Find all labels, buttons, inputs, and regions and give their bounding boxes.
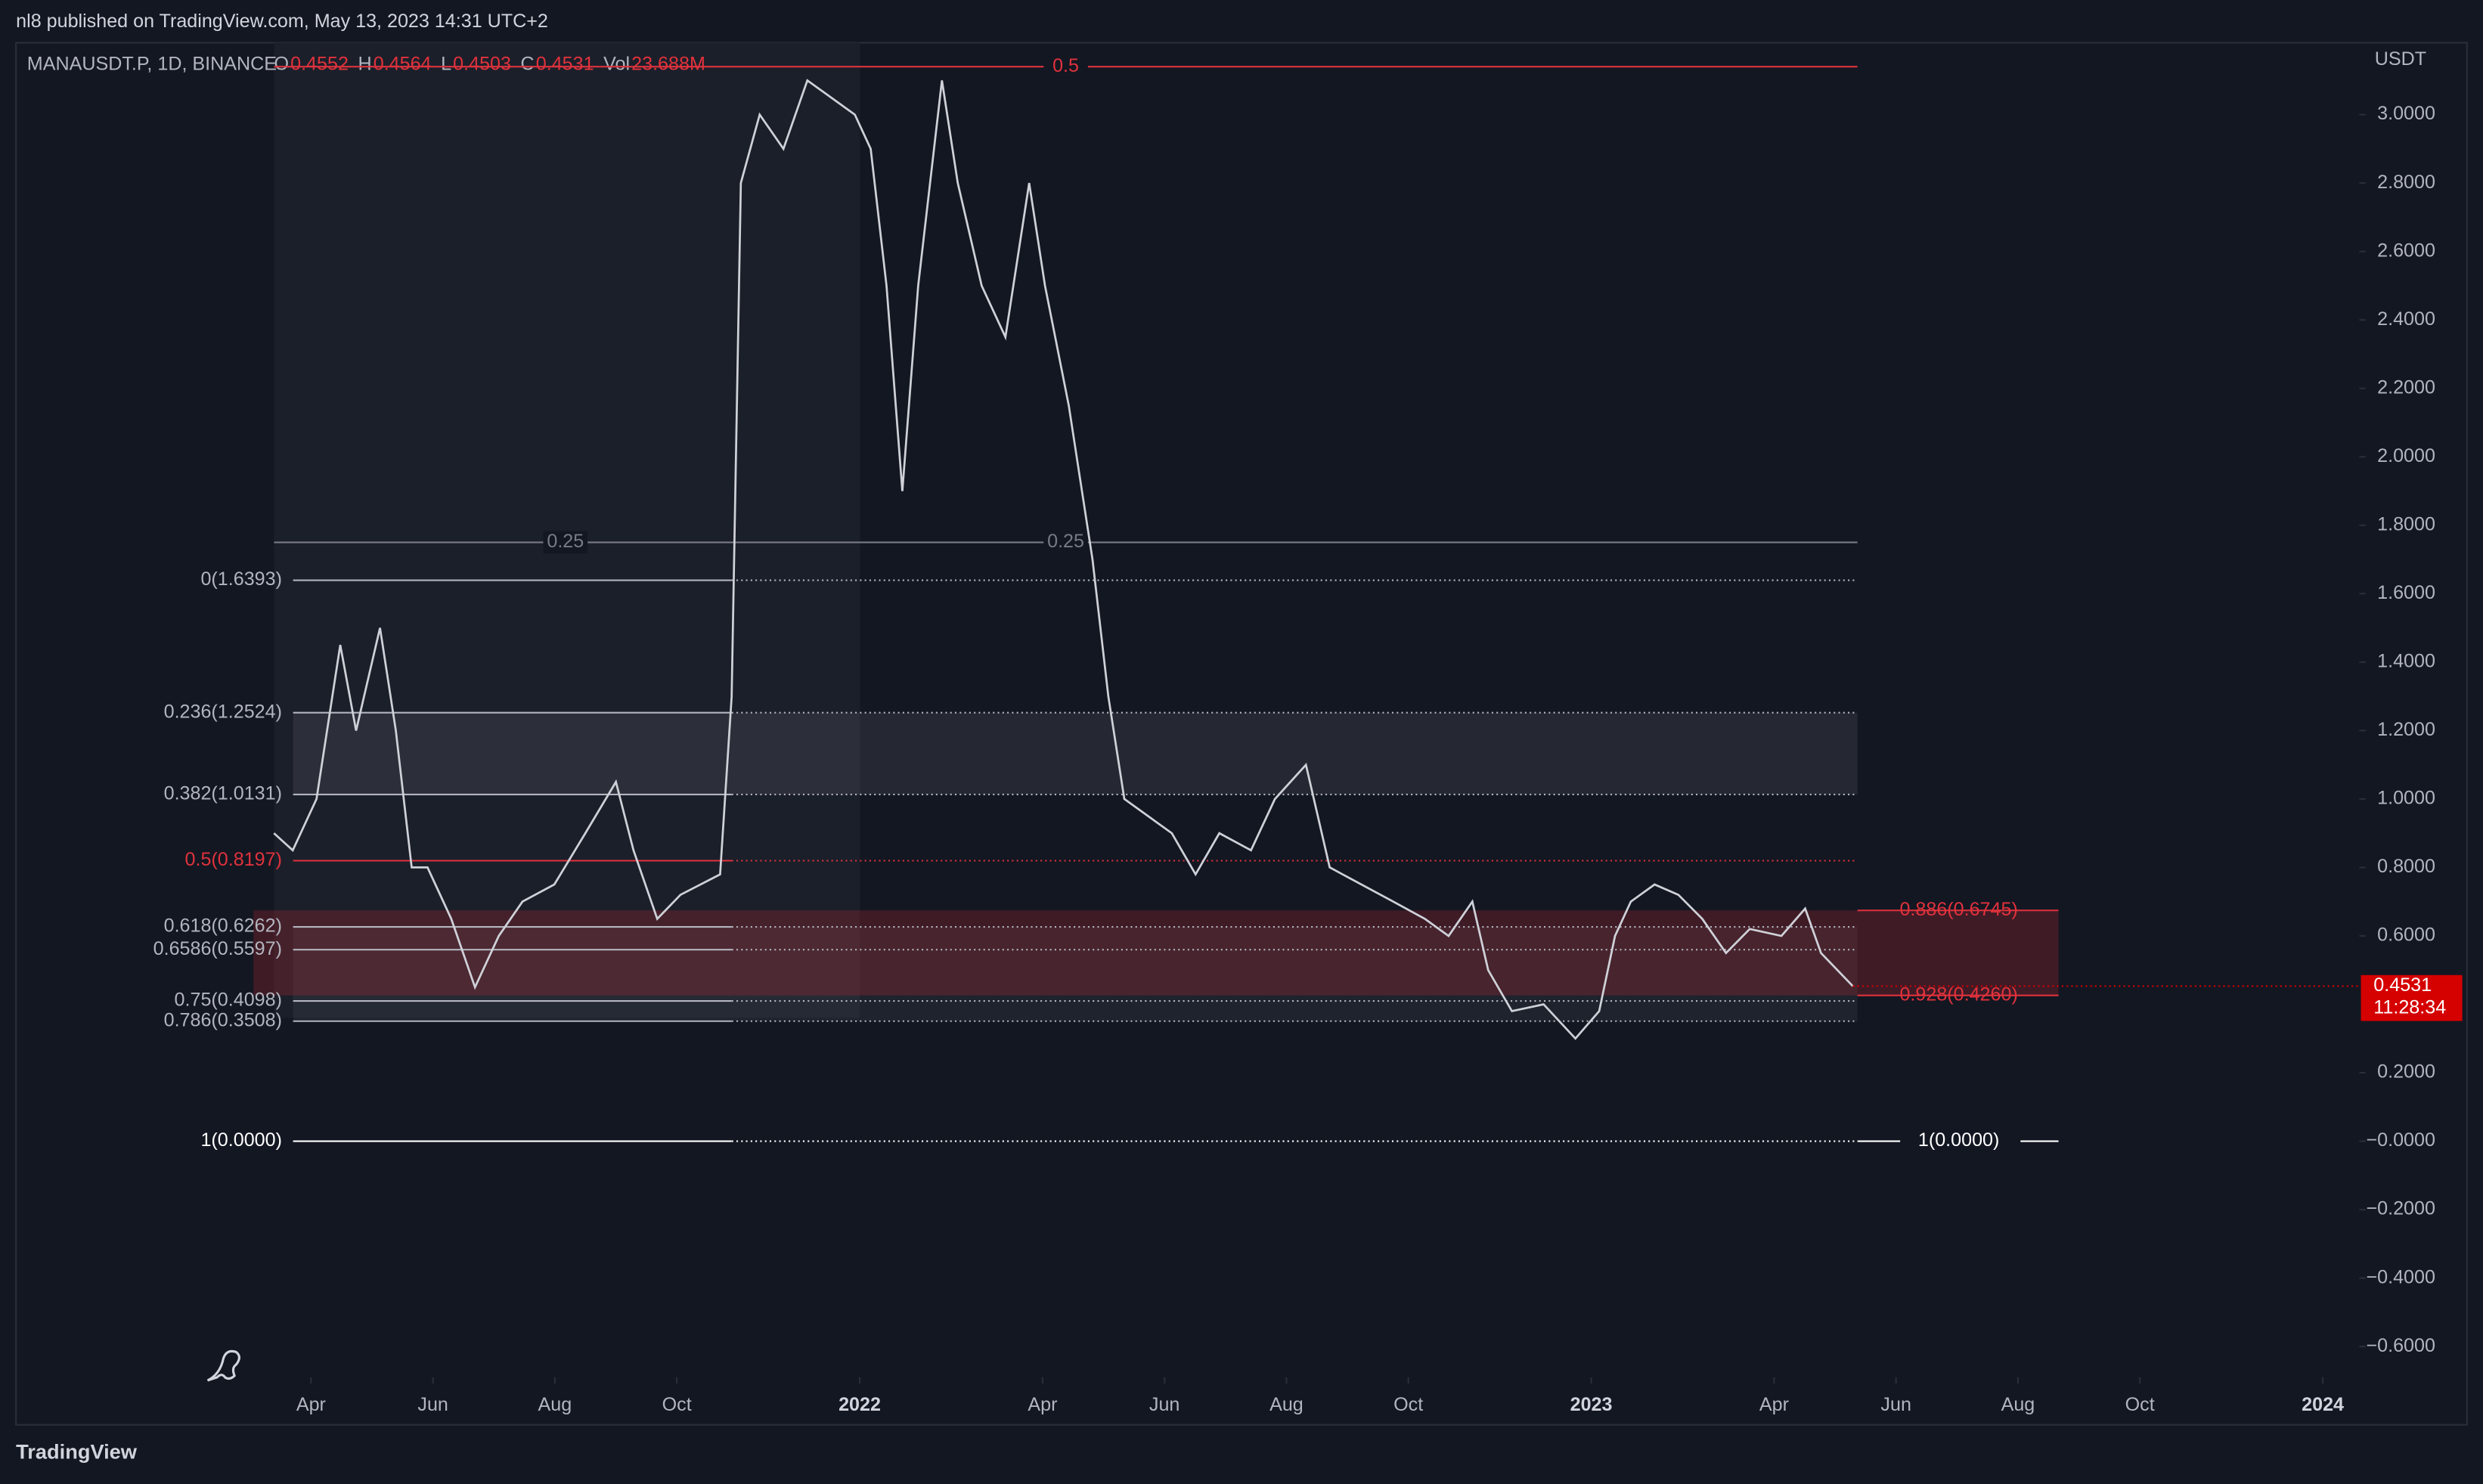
level-label-bg	[543, 531, 588, 554]
y-tick-label: −0.0000	[2366, 1129, 2435, 1151]
x-tick-label: Oct	[2125, 1394, 2155, 1415]
level-label-bg	[1043, 531, 1088, 554]
x-tick-label: Apr	[1028, 1394, 1057, 1415]
fib-label: 0.236(1.2524)	[164, 701, 282, 722]
ohlc: O 0.4552 H 0.4564 L 0.4503 C 0.4531 Vol 23.688M	[274, 53, 705, 74]
x-tick-label: Aug	[538, 1394, 572, 1415]
ohlc-key: O	[274, 53, 289, 74]
x-tick-label: Aug	[1269, 1394, 1303, 1415]
level-label: 0.25	[1047, 531, 1084, 552]
symbol: MANAUSDT.P, 1D, BINANCE	[27, 53, 277, 74]
fib-label-bg	[1900, 1129, 2021, 1153]
range-shade	[274, 42, 860, 1018]
ohlc-key: L	[441, 53, 451, 74]
y-tick-label: 2.2000	[2377, 376, 2435, 398]
level-label: 0.5	[1052, 55, 1079, 76]
x-tick-label: Jun	[417, 1394, 448, 1415]
ohlc-value: 0.4564	[374, 53, 432, 74]
logo-icon	[206, 1349, 240, 1382]
x-tick-label: Apr	[296, 1394, 326, 1415]
fib-label: 1(0.0000)	[1918, 1129, 2000, 1151]
y-tick-label: −0.6000	[2366, 1335, 2435, 1356]
last-price-tag	[2361, 974, 2463, 1021]
brand: TradingView	[16, 1440, 138, 1464]
y-tick-label: 1.4000	[2377, 650, 2435, 671]
y-tick-label: 1.0000	[2377, 788, 2435, 809]
ohlc-key: H	[358, 53, 371, 74]
y-tick-label: 2.8000	[2377, 172, 2435, 193]
x-tick-label: Oct	[662, 1394, 692, 1415]
y-tick-label: −0.2000	[2366, 1198, 2435, 1219]
x-tick-label: Jun	[1149, 1394, 1180, 1415]
fib-label: 0.5(0.8197)	[185, 849, 282, 870]
x-tick-label: 2024	[2302, 1394, 2344, 1415]
fib-zone	[293, 712, 1858, 795]
level-label: 0.25	[547, 531, 584, 552]
last-price-label: 0.4531	[2373, 974, 2432, 996]
ohlc-key: C	[521, 53, 535, 74]
y-tick-label: 3.0000	[2377, 103, 2435, 124]
plot: −0.6000 −0.4000 −0.2000 −0.0000 0.2000 0.6000…	[153, 55, 2463, 1415]
fib-label: 1(0.0000)	[200, 1129, 282, 1151]
ohlc-value: 0.4552	[290, 53, 349, 74]
fib-zone	[293, 927, 1858, 1021]
fib-label: 0.382(1.0131)	[164, 783, 282, 804]
fib-label: 0.786(0.3508)	[164, 1009, 282, 1030]
fib-label: 0.75(0.4098)	[175, 990, 282, 1011]
x-tick-label: 2022	[839, 1394, 881, 1415]
level-label-bg	[1043, 55, 1088, 78]
ohlc-value: 0.4503	[453, 53, 511, 74]
fib-label: 0.618(0.6262)	[164, 915, 282, 937]
fib-label: 0.886(0.6745)	[1899, 899, 2017, 920]
fib-label: 0.6586(0.5597)	[153, 938, 282, 959]
published-note: nl8 published on TradingView.com, May 13…	[16, 11, 548, 32]
y-tick-label: 1.2000	[2377, 719, 2435, 740]
currency: USDT	[2375, 48, 2426, 70]
x-tick-label: Apr	[1759, 1394, 1789, 1415]
y-tick-label: −0.4000	[2366, 1266, 2435, 1287]
y-tick-label: 2.6000	[2377, 240, 2435, 261]
x-tick-label: Oct	[1393, 1394, 1423, 1415]
x-tick-label: Jun	[1880, 1394, 1911, 1415]
fib-label: 0(1.6393)	[200, 569, 282, 590]
y-tick-label: 2.0000	[2377, 445, 2435, 466]
price-line	[273, 79, 1854, 1040]
x-tick-label: Aug	[2001, 1394, 2035, 1415]
ohlc-key: Vol	[603, 53, 630, 74]
ohlc-value: 23.688M	[631, 53, 705, 74]
fib-label: 0.928(0.4260)	[1899, 984, 2017, 1005]
y-tick-label: 1.6000	[2377, 582, 2435, 603]
ohlc-value: 0.4531	[536, 53, 594, 74]
y-tick-label: 0.8000	[2377, 856, 2435, 877]
y-tick-label: 0.6000	[2377, 925, 2435, 946]
y-tick-label: 2.4000	[2377, 308, 2435, 330]
y-tick-label: 0.2000	[2377, 1061, 2435, 1083]
x-tick-label: 2023	[1570, 1394, 1613, 1415]
fib-zone	[253, 910, 2059, 996]
y-tick-label: 1.8000	[2377, 513, 2435, 534]
countdown: 11:28:34	[2373, 996, 2446, 1018]
